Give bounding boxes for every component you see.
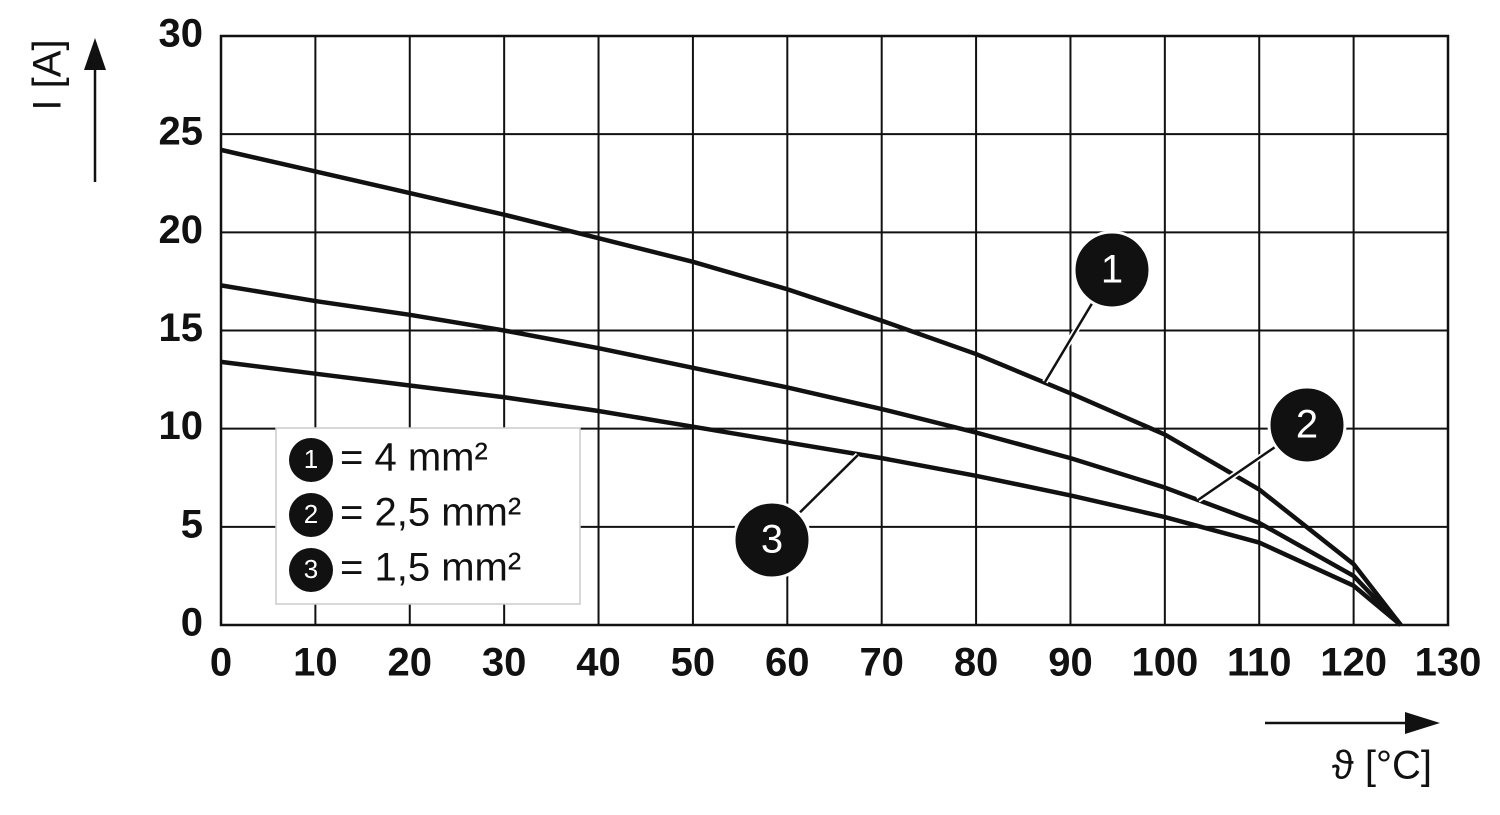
legend-label: = 1,5 mm² <box>340 546 521 590</box>
y-axis-label: I [A] <box>26 39 70 110</box>
series-line <box>220 283 1403 627</box>
x-tick-label: 20 <box>388 641 433 685</box>
x-axis-arrowhead <box>1405 712 1440 734</box>
y-tick-label: 5 <box>181 502 203 546</box>
callout-circle <box>1072 230 1152 310</box>
callout-label: 1 <box>1101 248 1123 292</box>
x-tick-label: 120 <box>1320 641 1387 685</box>
x-tick-label: 130 <box>1415 641 1482 685</box>
y-tick-label: 0 <box>181 601 203 645</box>
x-tick-label: 0 <box>210 641 232 685</box>
legend-circle <box>289 493 333 537</box>
callout-label: 3 <box>761 518 783 562</box>
series-line <box>220 359 1403 627</box>
legend-number: 3 <box>304 554 318 584</box>
x-tick-label: 30 <box>482 641 527 685</box>
x-tick-label: 100 <box>1131 641 1198 685</box>
x-tick-label: 70 <box>859 641 904 685</box>
y-tick-label: 25 <box>159 110 204 154</box>
y-tick-label: 30 <box>159 12 204 56</box>
legend-circle <box>289 438 333 482</box>
x-tick-label: 50 <box>671 641 716 685</box>
x-tick-label: 60 <box>765 641 810 685</box>
y-axis-arrowhead <box>84 38 106 70</box>
plot-border <box>219 34 1450 627</box>
callout-circle <box>732 500 812 580</box>
x-tick-label: 40 <box>576 641 621 685</box>
y-tick-label: 10 <box>159 404 204 448</box>
series-line <box>220 147 1403 627</box>
y-tick-label: 15 <box>159 306 204 350</box>
x-tick-label: 10 <box>293 641 338 685</box>
callout-label: 2 <box>1296 403 1318 447</box>
y-tick-label: 20 <box>159 208 204 252</box>
callout-circle <box>1267 385 1347 465</box>
x-axis-label: ϑ [°C] <box>1332 744 1432 788</box>
legend-number: 1 <box>304 444 318 474</box>
legend-label: = 4 mm² <box>340 436 488 480</box>
x-tick-label: 110 <box>1227 641 1292 685</box>
legend-circle <box>289 548 333 592</box>
legend-number: 2 <box>304 499 318 529</box>
x-tick-label: 90 <box>1048 641 1093 685</box>
x-tick-label: 80 <box>954 641 999 685</box>
legend-label: = 2,5 mm² <box>340 491 521 535</box>
